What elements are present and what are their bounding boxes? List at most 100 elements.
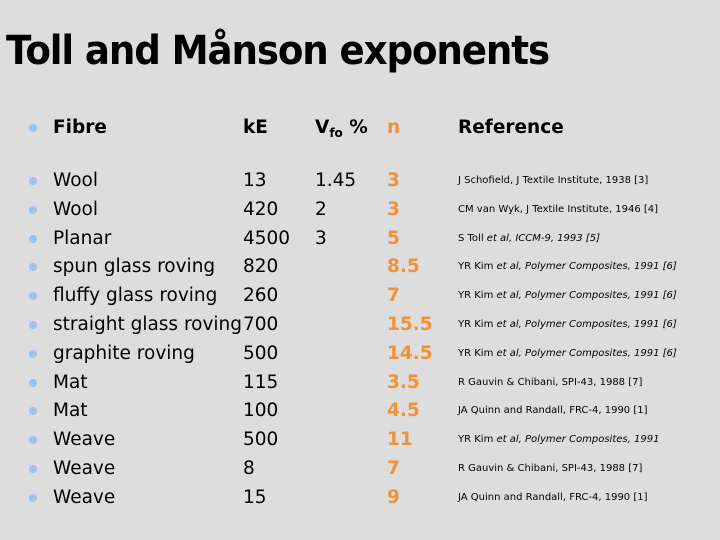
cell-n: 15.5 — [387, 314, 433, 335]
reference-source: et al, Polymer Composites, 1991 [6] — [496, 319, 677, 330]
bullet-icon — [29, 205, 37, 214]
cell-ke: 4500 — [243, 227, 291, 249]
cell-fibre: Wool — [53, 170, 98, 191]
cell-reference: JA Quinn and Randall, FRC-4, 1990 [1] — [458, 483, 648, 512]
cell-fibre: Weave — [53, 486, 116, 508]
reference-author: YR Kim — [458, 290, 497, 302]
bullet-icon — [29, 493, 37, 502]
reference-author: JA Quinn and Randall, FRC-4, 1990 [1] — [458, 491, 648, 503]
table-header: Fibre kE Vfo % n Reference — [0, 113, 720, 142]
table-row: Planar 4500 3 5 S Toll et al, ICCM-9, 1993 [… — [0, 224, 720, 253]
bullet-icon — [29, 292, 37, 301]
cell-reference: R Gauvin & Chibani, SPI-43, 1988 [7] — [458, 454, 642, 483]
reference-author: YR Kim — [458, 261, 497, 273]
reference-author: R Gauvin & Chibani, SPI-43, 1988 [7] — [458, 463, 643, 474]
reference-author: S Toll — [458, 232, 487, 244]
table-row: Weave 15 9 JA Quinn and Randall, FRC-4, 199… — [0, 483, 720, 512]
cell-fibre: Wool — [53, 198, 98, 220]
table-row: Weave 500 11 YR Kim et al, Polymer Composit… — [0, 425, 720, 454]
bullet-icon — [29, 263, 37, 272]
table-row: Wool 13 1.45 3 J Schofield, J Textile Instit… — [0, 166, 720, 195]
cell-fibre: Weave — [53, 458, 116, 479]
table-row: spun glass roving 820 8.5 YR Kim et al, Pol… — [0, 252, 720, 281]
cell-reference: R Gauvin & Chibani, SPI-43, 1988 [7] — [458, 368, 642, 397]
cell-ke: 115 — [243, 371, 279, 393]
table-row: Wool 420 2 3 CM van Wyk, J Textile Institute… — [0, 195, 720, 224]
reference-author: CM van Wyk, J Textile Institute, 1946 [4… — [458, 203, 659, 215]
bullet-icon — [29, 407, 37, 416]
cell-ke: 260 — [243, 285, 279, 307]
bullet-icon — [29, 465, 37, 473]
cell-reference: CM van Wyk, J Textile Institute, 1946 [4… — [458, 195, 658, 224]
reference-source: et al, Polymer Composites, 1991 — [496, 434, 660, 446]
cell-reference: YR Kim et al, Polymer Composites, 1991 [… — [458, 310, 677, 339]
cell-ke: 15 — [243, 486, 267, 508]
cell-fibre: Mat — [53, 371, 88, 393]
cell-ke: 820 — [243, 256, 279, 278]
header-vf-sub: fo — [329, 126, 343, 140]
reference-author: R Gauvin & Chibani, SPI-43, 1988 [7] — [458, 376, 643, 388]
cell-n: 5 — [387, 227, 400, 249]
table-row: straight glass roving 700 15.5 YR Kim et al… — [0, 310, 720, 339]
cell-reference: J Schofield, J Textile Institute, 1938 [… — [458, 166, 648, 195]
cell-ke: 13 — [243, 170, 267, 191]
bullet-icon — [29, 321, 37, 329]
cell-reference: YR Kim et al, Polymer Composites, 1991 [… — [458, 252, 677, 281]
reference-author: J Schofield, J Textile Institute, 1938 [… — [458, 175, 649, 186]
bullet-icon — [29, 234, 37, 243]
bullet-icon — [29, 349, 37, 358]
header-vf: Vfo % — [315, 113, 368, 142]
reference-source: et al, Polymer Composites, 1991 [6] — [496, 290, 677, 302]
bullet-icon — [29, 436, 37, 445]
cell-n: 7 — [387, 458, 400, 479]
cell-ke: 500 — [243, 342, 279, 364]
cell-fibre: Planar — [53, 227, 112, 249]
reference-author: YR Kim — [458, 434, 497, 446]
reference-source: et al, Polymer Composites, 1991 [6] — [496, 347, 677, 359]
table-row: Weave 8 7 R Gauvin & Chibani, SPI-43, 1988 … — [0, 454, 720, 483]
cell-vf: 1.45 — [315, 170, 357, 191]
cell-reference: YR Kim et al, Polymer Composites, 1991 [… — [458, 339, 677, 368]
header-n: n — [387, 117, 401, 138]
cell-fibre: spun glass roving — [53, 256, 216, 278]
cell-fibre: straight glass roving — [53, 314, 243, 335]
cell-n: 3 — [387, 198, 400, 220]
header-vf-main: V — [315, 117, 330, 138]
cell-n: 7 — [387, 285, 400, 307]
cell-n: 14.5 — [387, 342, 433, 364]
cell-vf: 2 — [315, 198, 327, 220]
header-vf-unit: % — [342, 117, 368, 138]
cell-fibre: graphite roving — [53, 342, 195, 364]
cell-reference: YR Kim et al, Polymer Composites, 1991 [… — [458, 281, 677, 310]
reference-author: JA Quinn and Randall, FRC-4, 1990 [1] — [458, 405, 648, 417]
bullet-icon — [29, 177, 37, 185]
cell-ke: 700 — [243, 314, 279, 335]
cell-reference: JA Quinn and Randall, FRC-4, 1990 [1] — [458, 396, 648, 425]
cell-reference: S Toll et al, ICCM-9, 1993 [5] — [458, 224, 600, 253]
cell-ke: 500 — [243, 429, 279, 451]
header-fibre: Fibre — [53, 117, 107, 138]
table-row: graphite roving 500 14.5 YR Kim et al, Poly… — [0, 339, 720, 368]
cell-n: 11 — [387, 429, 413, 451]
header-reference: Reference — [458, 117, 564, 138]
table-row: Mat 100 4.5 JA Quinn and Randall, FRC-4, 19… — [0, 396, 720, 425]
cell-n: 9 — [387, 486, 400, 508]
cell-n: 3.5 — [387, 371, 420, 393]
cell-fibre: Mat — [53, 400, 88, 422]
cell-vf: 3 — [315, 227, 327, 249]
cell-n: 4.5 — [387, 400, 420, 422]
bullet-icon — [29, 378, 37, 387]
cell-n: 8.5 — [387, 256, 420, 278]
table-row: Mat 115 3.5 R Gauvin & Chibani, SPI-43, 198… — [0, 368, 720, 397]
cell-ke: 100 — [243, 400, 279, 422]
slide-title: Toll and Månson exponents — [6, 28, 550, 74]
cell-reference: YR Kim et al, Polymer Composites, 1991 — [458, 425, 659, 454]
reference-source: et al, Polymer Composites, 1991 [6] — [496, 261, 677, 273]
cell-n: 3 — [387, 170, 400, 191]
header-ke: kE — [243, 117, 268, 138]
cell-fibre: Weave — [53, 429, 116, 451]
reference-author: YR Kim — [458, 347, 497, 359]
cell-ke: 420 — [243, 198, 279, 220]
cell-fibre: fluffy glass roving — [53, 285, 218, 307]
reference-author: YR Kim — [458, 319, 497, 330]
